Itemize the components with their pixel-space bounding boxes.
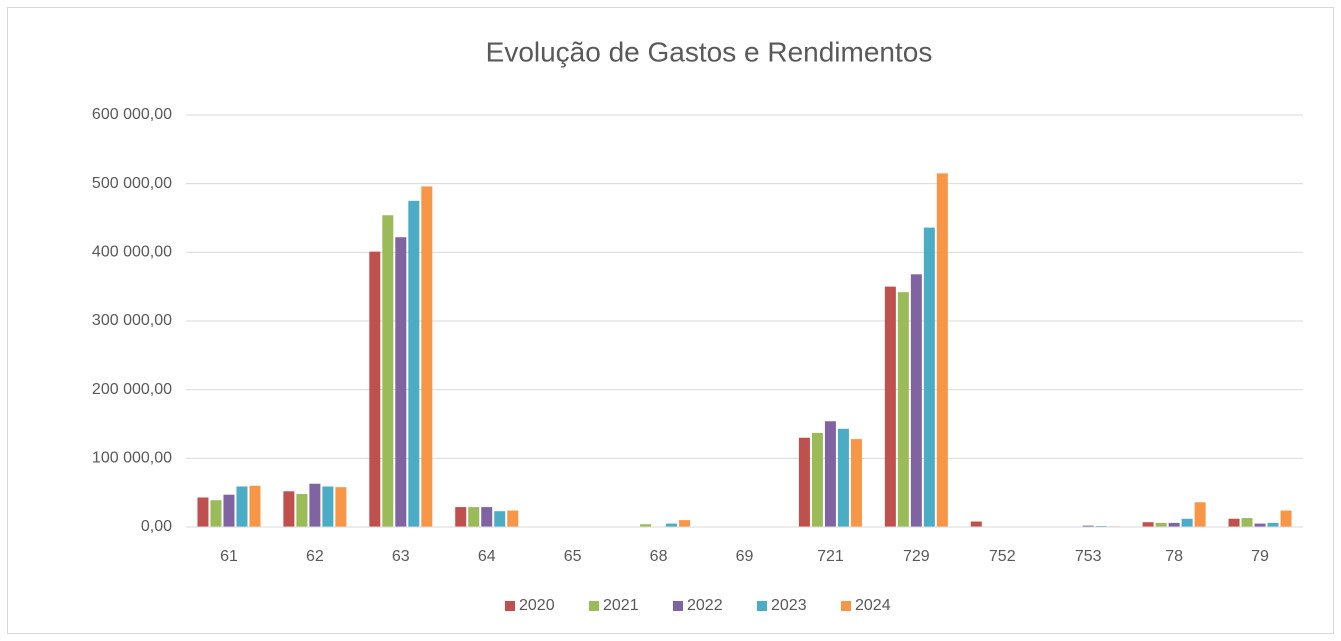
y-tick-label: 400 000,00 bbox=[92, 244, 172, 261]
bar bbox=[1155, 522, 1167, 527]
legend-swatch bbox=[505, 601, 515, 611]
x-tick-label: 721 bbox=[817, 548, 844, 565]
bar bbox=[395, 237, 407, 527]
bar bbox=[481, 507, 493, 527]
bar bbox=[679, 520, 691, 527]
legend-swatch bbox=[757, 601, 767, 611]
x-tick-label: 79 bbox=[1251, 548, 1269, 565]
bar bbox=[1168, 522, 1180, 527]
y-tick-label: 100 000,00 bbox=[92, 450, 172, 467]
bar bbox=[1228, 518, 1240, 527]
legend-label: 2023 bbox=[771, 597, 807, 614]
x-tick-label: 729 bbox=[903, 548, 930, 565]
bar bbox=[824, 421, 836, 527]
legend-swatch bbox=[673, 601, 683, 611]
x-tick-label: 65 bbox=[564, 548, 582, 565]
bar bbox=[283, 491, 295, 527]
bar bbox=[494, 511, 506, 527]
legend-swatch bbox=[589, 601, 599, 611]
bar bbox=[322, 486, 334, 527]
bar bbox=[468, 507, 480, 527]
y-tick-label: 500 000,00 bbox=[92, 175, 172, 192]
bar bbox=[970, 521, 982, 527]
legend-swatch bbox=[841, 601, 851, 611]
legend-label: 2021 bbox=[603, 597, 639, 614]
bar bbox=[335, 487, 347, 527]
bar bbox=[923, 227, 935, 527]
bar bbox=[666, 523, 678, 527]
y-tick-label: 0,00 bbox=[141, 518, 172, 535]
bar bbox=[640, 524, 652, 527]
bar bbox=[249, 485, 261, 527]
x-tick-label: 78 bbox=[1165, 548, 1183, 565]
bar bbox=[811, 432, 823, 527]
bar bbox=[1082, 525, 1094, 527]
x-tick-label: 63 bbox=[392, 548, 410, 565]
bar bbox=[1194, 502, 1206, 527]
x-tick-label: 61 bbox=[220, 548, 238, 565]
bar bbox=[1181, 518, 1193, 527]
bar bbox=[309, 483, 321, 527]
bar bbox=[197, 497, 209, 527]
bar bbox=[1267, 522, 1279, 527]
y-tick-label: 600 000,00 bbox=[92, 106, 172, 123]
bar bbox=[421, 186, 433, 527]
bar bbox=[884, 286, 896, 527]
x-tick-label: 62 bbox=[306, 548, 324, 565]
bar bbox=[296, 494, 308, 527]
x-tick-label: 64 bbox=[478, 548, 496, 565]
bar bbox=[382, 215, 394, 527]
x-tick-label: 69 bbox=[736, 548, 754, 565]
bar bbox=[1254, 523, 1266, 527]
x-tick-label: 752 bbox=[989, 548, 1016, 565]
x-tick-label: 68 bbox=[650, 548, 668, 565]
legend-label: 2024 bbox=[855, 597, 891, 614]
legend-label: 2020 bbox=[519, 597, 555, 614]
legend-label: 2022 bbox=[687, 597, 723, 614]
bar bbox=[850, 439, 862, 527]
bar bbox=[1280, 510, 1292, 527]
bar bbox=[223, 494, 235, 527]
bar bbox=[1095, 525, 1107, 527]
y-tick-label: 200 000,00 bbox=[92, 381, 172, 398]
bar bbox=[837, 428, 849, 527]
bar bbox=[369, 251, 381, 527]
chart-title: Evolução de Gastos e Rendimentos bbox=[486, 36, 933, 67]
bar bbox=[897, 292, 909, 527]
bar bbox=[236, 486, 248, 527]
bar bbox=[455, 507, 467, 527]
bar bbox=[1142, 522, 1154, 527]
bar bbox=[936, 173, 948, 527]
bar bbox=[1241, 518, 1253, 527]
bar bbox=[408, 200, 420, 528]
bar bbox=[798, 437, 810, 527]
y-tick-label: 300 000,00 bbox=[92, 312, 172, 329]
x-tick-label: 753 bbox=[1075, 548, 1102, 565]
bar bbox=[507, 510, 519, 527]
bar bbox=[910, 274, 922, 527]
bar bbox=[210, 500, 222, 527]
